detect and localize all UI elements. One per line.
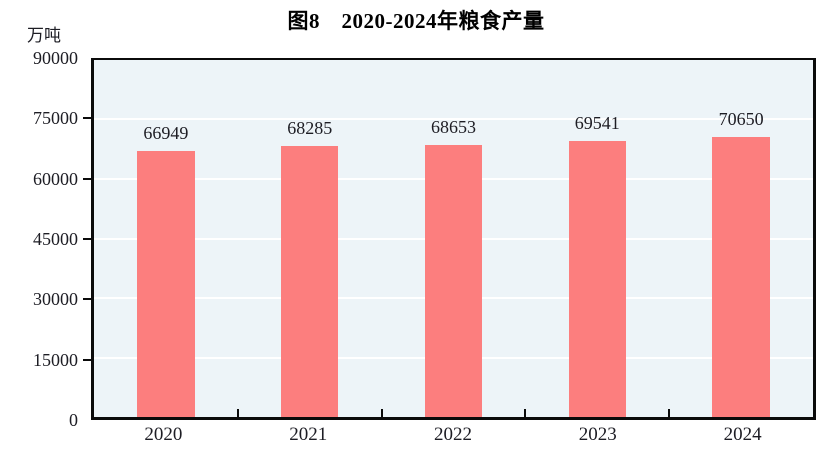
bar-value-label: 68653	[431, 116, 476, 137]
bar	[712, 136, 770, 417]
y-tick-label: 60000	[33, 168, 78, 189]
bar	[424, 144, 483, 417]
x-axis-tick	[668, 409, 671, 417]
y-tick-label: 15000	[33, 349, 78, 370]
gridline	[94, 118, 813, 121]
y-axis-tick	[83, 238, 91, 240]
x-tick-label: 2024	[723, 424, 762, 445]
y-axis-tick	[83, 298, 91, 301]
bar-value-label: 70650	[718, 108, 764, 129]
y-tick-label: 45000	[33, 229, 78, 249]
bar-value-label: 66949	[143, 123, 189, 144]
y-axis-unit-label: 万吨	[27, 26, 61, 45]
y-tick-label: 30000	[33, 289, 78, 310]
bar	[568, 141, 627, 417]
y-tick-label: 90000	[33, 48, 78, 68]
bar	[137, 151, 195, 417]
x-axis-tick	[524, 409, 527, 417]
y-axis-tick	[83, 117, 91, 120]
x-axis-tick	[380, 409, 383, 417]
bar-value-label: 68285	[287, 118, 333, 139]
x-tick-label: 2022	[434, 424, 472, 445]
x-axis-tick	[236, 409, 239, 417]
x-tick-label: 2021	[289, 424, 328, 445]
plot-area: 66949 68285 68653 69541 70650	[91, 58, 816, 420]
chart-title: 图8 2020-2024年粮食产量	[287, 9, 545, 33]
y-axis-tick	[83, 177, 91, 180]
y-tick-label: 0	[69, 410, 78, 430]
bar	[280, 146, 339, 417]
y-axis: 0 15000 30000 45000 60000 75000 90000	[0, 48, 91, 430]
y-tick-label: 75000	[33, 108, 78, 129]
x-tick-label: 2023	[578, 424, 617, 445]
x-axis: 2020 2021 2022 2023 2024	[91, 424, 815, 452]
y-axis-tick	[83, 358, 91, 361]
bar-value-label: 69541	[574, 113, 620, 134]
x-tick-label: 2020	[144, 424, 183, 445]
